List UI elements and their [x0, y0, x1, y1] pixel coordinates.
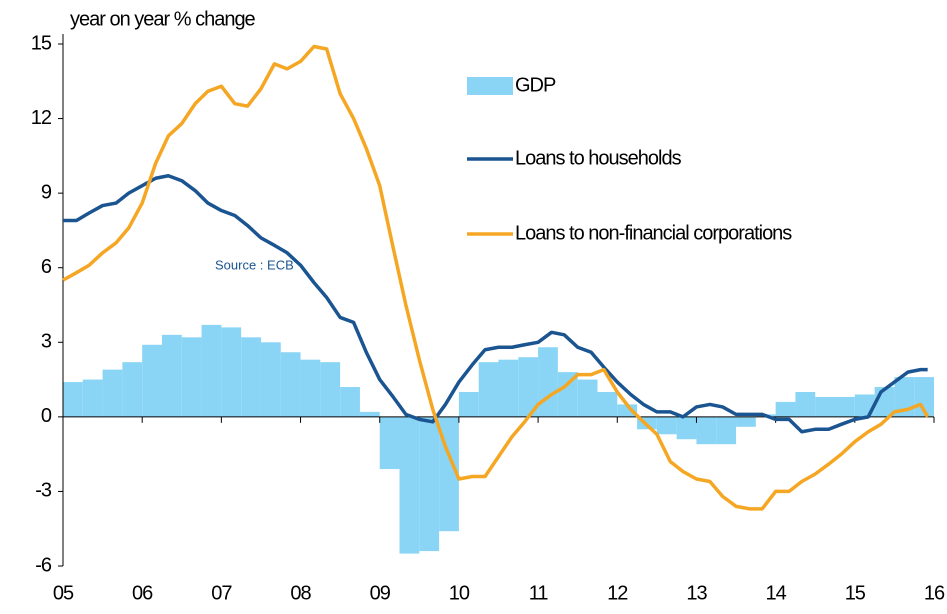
- bar: [716, 416, 737, 445]
- line: [63, 173, 928, 434]
- y-tick-label: -3: [35, 480, 52, 502]
- bar: [181, 337, 202, 417]
- bar: [300, 359, 321, 417]
- bar: [379, 416, 400, 470]
- bar: [914, 377, 934, 417]
- x-tick-label: 14: [766, 582, 787, 604]
- y-tick-label: 15: [31, 32, 52, 54]
- bar: [63, 382, 83, 417]
- legend-label: Loans to households: [515, 147, 682, 169]
- bar: [419, 416, 440, 552]
- x-tick-label: 07: [211, 582, 232, 604]
- bar: [260, 342, 281, 417]
- annotation: Source : ECB: [215, 257, 294, 272]
- y-tick-label: 0: [41, 405, 52, 427]
- bar: [458, 392, 479, 417]
- bar: [122, 362, 143, 417]
- bar: [201, 324, 222, 417]
- bar: [538, 347, 558, 417]
- bar: [835, 396, 855, 417]
- legend-label: Loans to non-financial corporations: [515, 222, 792, 244]
- x-tick-label: 12: [607, 582, 628, 604]
- bar: [221, 327, 242, 417]
- bar: [340, 387, 360, 417]
- bar: [736, 416, 756, 427]
- bar: [577, 379, 598, 417]
- x-tick-label: 09: [370, 582, 391, 604]
- bar: [775, 401, 796, 417]
- bar: [359, 411, 380, 417]
- bar: [518, 357, 539, 417]
- bar: [656, 416, 677, 435]
- bar: [399, 416, 420, 554]
- bar: [102, 369, 123, 417]
- bar: [161, 334, 182, 417]
- y-axis-label: year on year % change: [70, 8, 256, 30]
- x-tick-label: 15: [845, 582, 866, 604]
- legend-swatch: [467, 77, 513, 95]
- bar: [82, 379, 103, 417]
- bar: [280, 352, 301, 417]
- bar: [617, 404, 638, 417]
- y-tick-label: 12: [31, 107, 52, 129]
- bar: [795, 392, 816, 417]
- line: [62, 44, 930, 511]
- y-tick-label: 3: [41, 331, 52, 353]
- bar: [142, 344, 162, 417]
- bar: [696, 416, 717, 445]
- x-tick-label: 10: [449, 582, 470, 604]
- bar: [557, 372, 578, 417]
- bar: [894, 377, 915, 417]
- x-tick-label: 08: [290, 582, 311, 604]
- bar: [815, 396, 836, 417]
- bar: [478, 362, 499, 417]
- bar: [676, 416, 697, 440]
- bar: [241, 337, 261, 417]
- x-tick-label: 05: [53, 582, 74, 604]
- x-tick-label: 16: [924, 582, 945, 604]
- bar: [320, 362, 341, 417]
- bar: [597, 392, 618, 417]
- y-tick-label: 9: [41, 181, 52, 203]
- y-tick-label: 6: [41, 256, 52, 278]
- y-tick-label: -6: [35, 554, 52, 576]
- x-tick-label: 13: [686, 582, 707, 604]
- x-tick-label: 11: [529, 582, 549, 604]
- legend-label: GDP: [515, 74, 556, 96]
- bar: [498, 359, 519, 417]
- x-tick-label: 06: [132, 582, 153, 604]
